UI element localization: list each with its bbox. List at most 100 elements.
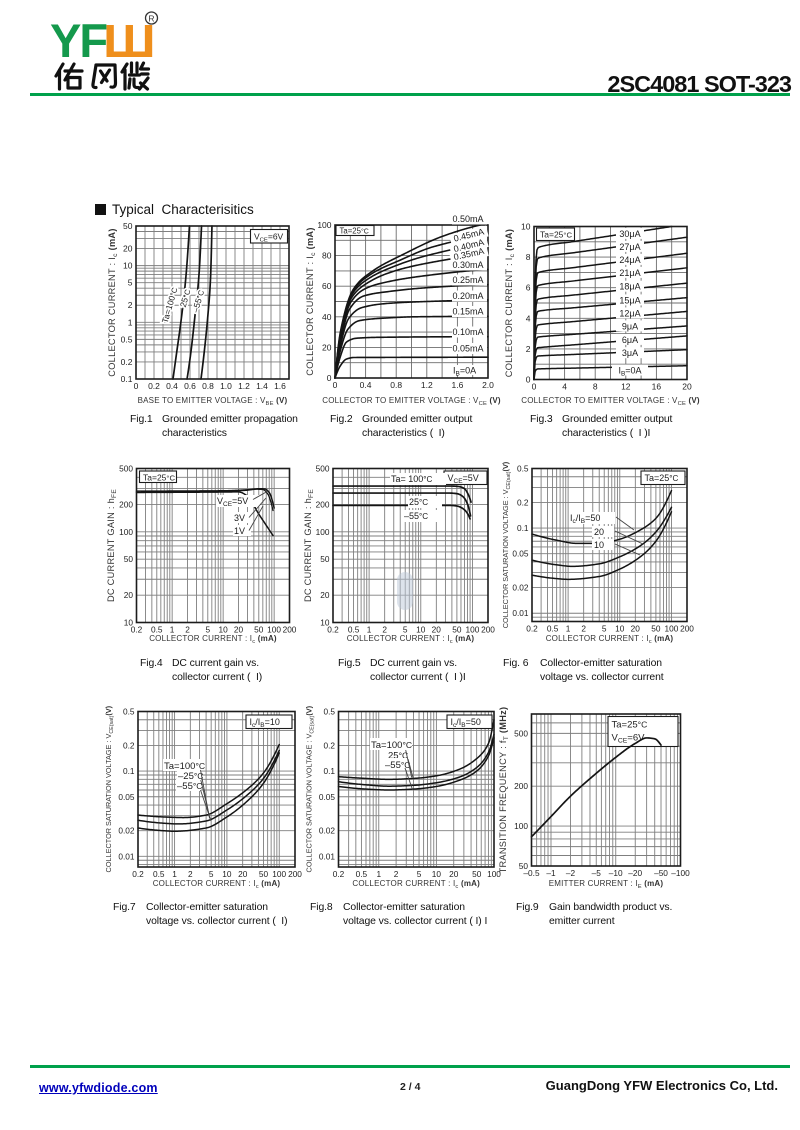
svg-text:25°C: 25°C [388, 751, 408, 762]
svg-text:0.30mA: 0.30mA [453, 260, 484, 270]
svg-text:200: 200 [283, 625, 297, 635]
svg-text:–20: –20 [628, 868, 642, 878]
svg-text:2: 2 [581, 624, 586, 634]
svg-text:0.2: 0.2 [517, 497, 529, 507]
svg-text:20: 20 [631, 624, 641, 634]
svg-text:3μA: 3μA [622, 348, 638, 358]
svg-text:1.0: 1.0 [220, 381, 232, 391]
svg-text:10: 10 [123, 261, 133, 271]
svg-text:500: 500 [316, 464, 330, 474]
svg-text:0.05mA: 0.05mA [453, 344, 484, 354]
svg-text:6μA: 6μA [622, 335, 638, 345]
svg-text:12: 12 [621, 382, 631, 392]
svg-text:Ta=25°C: Ta=25°C [645, 473, 679, 483]
svg-text:100: 100 [316, 527, 330, 537]
svg-text:Ta=100°C: Ta=100°C [164, 761, 205, 772]
svg-text:0: 0 [134, 381, 139, 391]
svg-text:10: 10 [218, 625, 228, 635]
svg-text:20: 20 [449, 869, 459, 879]
svg-text:50: 50 [472, 869, 482, 879]
svg-text:5: 5 [602, 624, 607, 634]
svg-text:50: 50 [254, 625, 264, 635]
svg-text:COLLECTOR CURRENT : Ic (mA): COLLECTOR CURRENT : Ic (mA) [149, 634, 277, 645]
svg-text:–0.5: –0.5 [523, 868, 540, 878]
svg-text:20: 20 [238, 869, 248, 879]
svg-text:0.50mA: 0.50mA [453, 214, 484, 224]
svg-text:COLLECTOR CURRENT : Ic (mA): COLLECTOR CURRENT : Ic (mA) [352, 879, 480, 890]
svg-text:1: 1 [566, 624, 571, 634]
svg-text:21μA: 21μA [619, 268, 640, 278]
svg-text:Ta=25°C: Ta=25°C [612, 720, 648, 731]
svg-text:200: 200 [680, 624, 694, 634]
svg-text:200: 200 [119, 500, 133, 510]
svg-text:0.1: 0.1 [517, 523, 529, 533]
svg-text:1.6: 1.6 [274, 381, 286, 391]
svg-text:–100: –100 [671, 868, 690, 878]
svg-text:0.2: 0.2 [323, 740, 335, 750]
svg-text:20: 20 [234, 625, 244, 635]
svg-text:2: 2 [128, 300, 133, 310]
svg-text:15μA: 15μA [619, 295, 640, 305]
svg-text:0.5: 0.5 [348, 625, 360, 635]
svg-text:2: 2 [188, 869, 193, 879]
svg-text:5: 5 [209, 869, 214, 879]
svg-text:1.4: 1.4 [256, 381, 268, 391]
svg-text:8: 8 [526, 252, 531, 262]
svg-text:0.10mA: 0.10mA [453, 327, 484, 337]
svg-text:0: 0 [526, 375, 531, 385]
svg-text:Ta=25°C: Ta=25°C [540, 230, 572, 240]
svg-text:100: 100 [119, 527, 133, 537]
svg-text:60: 60 [322, 281, 332, 291]
svg-text:1.2: 1.2 [238, 381, 250, 391]
svg-text:1: 1 [376, 869, 381, 879]
svg-text:10: 10 [432, 869, 442, 879]
svg-text:16: 16 [652, 382, 662, 392]
svg-text:50: 50 [123, 221, 133, 231]
svg-text:–2: –2 [566, 868, 576, 878]
svg-text:R: R [148, 14, 154, 24]
svg-text:1: 1 [170, 625, 175, 635]
svg-text:50: 50 [452, 625, 462, 635]
svg-text:COLLECTOR SATURATION VOLTAGE: COLLECTOR SATURATION VOLTAGE : VCE(sat)(… [104, 705, 115, 872]
svg-text:3V: 3V [234, 513, 245, 523]
svg-text:100: 100 [487, 869, 501, 879]
svg-text:0.8: 0.8 [390, 380, 402, 390]
svg-text:200: 200 [514, 781, 528, 791]
svg-text:100: 100 [317, 220, 331, 230]
svg-text:Ic/IB=50: Ic/IB=50 [451, 717, 481, 729]
svg-text:COLLECTOR TO EMITTER VOLTAG: COLLECTOR TO EMITTER VOLTAGE : VCE (V) [521, 396, 700, 407]
svg-text:2: 2 [394, 869, 399, 879]
svg-text:30μA: 30μA [619, 229, 640, 239]
svg-text:0.5: 0.5 [151, 625, 163, 635]
svg-text:0.2: 0.2 [131, 625, 143, 635]
svg-text:0.25mA: 0.25mA [453, 275, 484, 285]
svg-text:1: 1 [128, 317, 133, 327]
svg-text:–55°C: –55°C [404, 511, 428, 521]
svg-text:0.5: 0.5 [121, 334, 133, 344]
svg-text:0.4: 0.4 [166, 381, 178, 391]
svg-text:1V: 1V [234, 526, 245, 536]
svg-text:0.1: 0.1 [121, 374, 133, 384]
svg-text:0: 0 [532, 382, 537, 392]
svg-text:0.01: 0.01 [319, 851, 336, 861]
svg-text:0.05: 0.05 [118, 792, 135, 802]
svg-text:0.5: 0.5 [517, 464, 529, 474]
svg-text:–50: –50 [654, 868, 668, 878]
svg-text:0.1: 0.1 [123, 766, 135, 776]
svg-text:20: 20 [682, 382, 692, 392]
svg-text:20: 20 [320, 590, 330, 600]
svg-text:COLLECTOR CURRENT : Ic (mA): COLLECTOR CURRENT : Ic (mA) [347, 634, 475, 645]
svg-text:VCE=6V: VCE=6V [612, 733, 646, 745]
svg-text:5: 5 [128, 278, 133, 288]
svg-text:40: 40 [322, 312, 332, 322]
svg-text:0.2: 0.2 [123, 740, 135, 750]
svg-text:50: 50 [124, 554, 134, 564]
svg-text:24μA: 24μA [619, 255, 640, 265]
svg-text:200: 200 [481, 625, 495, 635]
svg-text:YF: YF [50, 14, 106, 67]
svg-text:Ta= 100°C: Ta= 100°C [391, 474, 433, 484]
svg-text:0.02: 0.02 [319, 826, 336, 836]
svg-text:18μA: 18μA [619, 282, 640, 292]
svg-text:0.5: 0.5 [547, 624, 559, 634]
svg-text:20: 20 [124, 590, 134, 600]
